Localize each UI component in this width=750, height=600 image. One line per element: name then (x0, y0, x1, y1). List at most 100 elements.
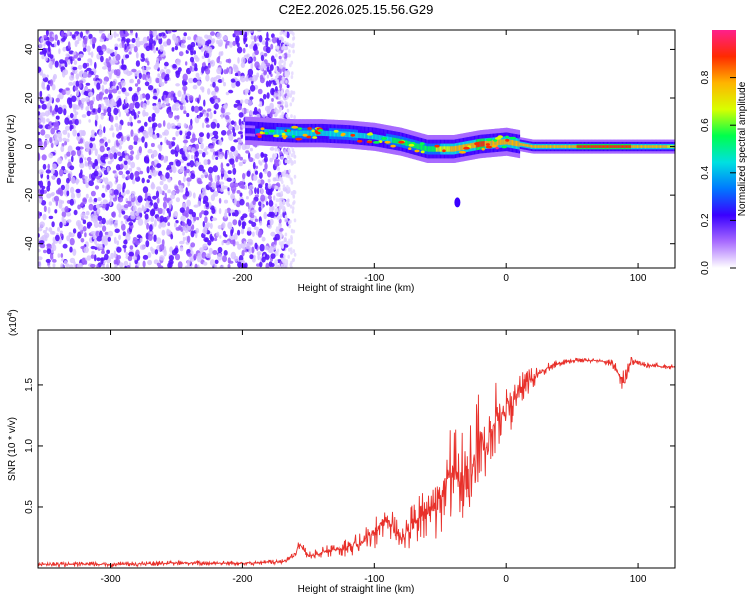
noise-speckle (252, 199, 256, 205)
noise-speckle (194, 263, 198, 268)
ridge-cell (430, 146, 432, 152)
ridge-cell (596, 145, 598, 148)
ridge-cell (313, 130, 315, 136)
ridge-cell (559, 145, 561, 148)
ridge-cell (491, 140, 493, 146)
noise-speckle (276, 215, 280, 220)
ridge-cell (363, 133, 366, 139)
ridge-cell (529, 144, 531, 148)
ridge-cell (378, 134, 380, 141)
noise-speckle (69, 198, 75, 206)
noise-speckle (275, 93, 279, 97)
ridge-cell (404, 140, 407, 146)
ridge-cell (479, 141, 481, 147)
ridge-cell (501, 139, 503, 145)
ridge-cell (514, 140, 516, 146)
noise-speckle (171, 141, 176, 147)
ridge-cell (590, 145, 592, 148)
ridge-cell (257, 128, 259, 134)
noise-speckle (263, 211, 268, 220)
noise-speckle (90, 254, 95, 259)
ridge-cell (252, 128, 254, 134)
noise-speckle (212, 81, 216, 88)
noise-speckle (124, 102, 129, 109)
ridge-cell (453, 146, 455, 152)
noise-speckle (260, 194, 266, 202)
noise-speckle (261, 202, 264, 210)
noise-speckle (212, 130, 219, 136)
noise-speckle (65, 212, 72, 217)
noise-speckle (109, 198, 112, 206)
noise-speckle (105, 99, 109, 106)
ridge-cell (287, 130, 290, 136)
noise-speckle (219, 265, 224, 268)
noise-speckle (293, 190, 297, 195)
noise-speckle (146, 60, 150, 66)
noise-speckle (41, 54, 45, 60)
ridge-cell (433, 146, 435, 152)
noise-speckle (274, 77, 278, 82)
noise-speckle (213, 264, 218, 268)
ridge-cell (513, 140, 515, 146)
ridge-cell (291, 130, 293, 136)
ridge-cell (620, 145, 622, 148)
noise-speckle (91, 36, 97, 45)
noise-speckle (158, 153, 162, 160)
noise-speckle (293, 218, 297, 223)
noise-speckle (182, 139, 189, 144)
noise-speckle (289, 63, 292, 68)
noise-speckle (264, 245, 270, 251)
noise-speckle (187, 219, 192, 227)
noise-speckle (263, 156, 268, 163)
ridge-cell (541, 145, 544, 148)
noise-speckle (107, 236, 112, 242)
noise-speckle (278, 241, 282, 246)
noise-speckle (90, 245, 96, 250)
noise-speckle (227, 257, 231, 264)
noise-speckle (116, 240, 119, 246)
noise-speckle (292, 193, 295, 198)
noise-speckle (156, 216, 161, 222)
noise-speckle (256, 187, 260, 195)
ridge-cell (583, 145, 585, 148)
noise-speckle (122, 64, 127, 71)
noise-speckle (227, 221, 233, 230)
noise-speckle (168, 202, 172, 210)
noise-speckle (47, 180, 51, 188)
noise-speckle (125, 170, 130, 175)
ridge-cell (484, 141, 487, 147)
ridge-cell (255, 128, 257, 134)
ridge-cell (279, 129, 282, 136)
ridge-cell (308, 130, 310, 136)
noise-speckle (165, 197, 172, 201)
noise-speckle (116, 33, 119, 37)
noise-speckle (55, 234, 60, 242)
noise-speckle (246, 170, 251, 177)
noise-speckle (45, 169, 52, 174)
ridge-cell (639, 145, 642, 148)
noise-speckle (75, 188, 81, 194)
noise-speckle (175, 197, 180, 203)
noise-speckle (141, 136, 145, 143)
ridge-cell (490, 140, 492, 146)
noise-speckle (258, 159, 261, 165)
noise-speckle (220, 162, 224, 170)
ridge-cell (638, 145, 640, 148)
ridge-cell (495, 139, 498, 146)
noise-speckle (141, 177, 145, 184)
noise-speckle (94, 148, 98, 156)
noise-speckle (207, 46, 213, 54)
noise-speckle (106, 166, 110, 173)
noise-speckle (61, 31, 64, 38)
noise-speckle (276, 176, 279, 180)
noise-speckle (170, 149, 176, 155)
noise-speckle (174, 150, 179, 157)
noise-speckle (152, 105, 158, 111)
ridge-cell (296, 130, 298, 136)
noise-speckle (216, 39, 219, 45)
noise-speckle (42, 73, 46, 79)
noise-speckle (210, 59, 216, 67)
noise-speckle (46, 243, 52, 247)
noise-speckle (151, 160, 155, 166)
noise-speckle (283, 52, 288, 59)
